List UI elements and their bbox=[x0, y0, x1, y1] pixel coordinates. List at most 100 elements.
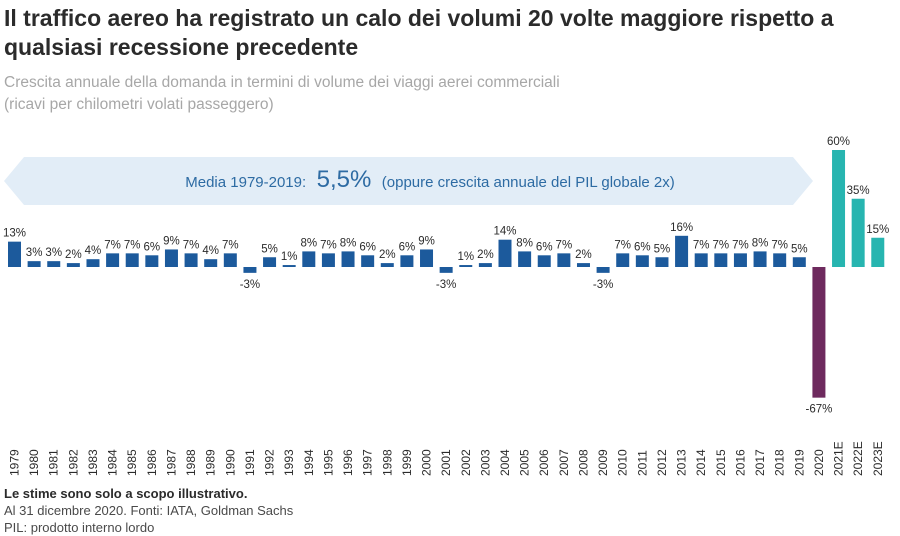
value-label-2008: 2% bbox=[575, 249, 592, 261]
value-label-1995: 7% bbox=[320, 239, 337, 251]
x-tick-label-2003: 2003 bbox=[478, 449, 492, 476]
bar-1995 bbox=[321, 253, 335, 267]
x-tick-label-1983: 1983 bbox=[86, 449, 100, 476]
bar-1983 bbox=[86, 259, 100, 267]
x-tick-label-1986: 1986 bbox=[145, 449, 159, 476]
value-label-2005: 8% bbox=[516, 237, 533, 249]
bar-2015 bbox=[714, 253, 728, 267]
bar-1989 bbox=[204, 259, 218, 267]
x-tick-label-1992: 1992 bbox=[263, 449, 277, 476]
x-tick-label-2010: 2010 bbox=[616, 449, 630, 476]
average-banner-note: (oppure crescita annuale del PIL globale… bbox=[382, 174, 675, 191]
footer: Le stime sono solo a scopo illustrativo.… bbox=[4, 485, 293, 536]
average-banner-value: 5,5% bbox=[317, 166, 372, 193]
x-tick-label-1984: 1984 bbox=[106, 449, 120, 476]
value-label-1990: 7% bbox=[222, 239, 239, 251]
value-label-2000: 9% bbox=[418, 235, 435, 247]
x-tick-label-1985: 1985 bbox=[125, 449, 139, 476]
bar-2017 bbox=[753, 251, 767, 267]
value-label-2014: 7% bbox=[693, 239, 710, 251]
bar-1981 bbox=[47, 261, 61, 267]
bars-group bbox=[8, 150, 885, 398]
value-label-2009: -3% bbox=[593, 279, 613, 291]
x-tick-label-1988: 1988 bbox=[184, 449, 198, 476]
value-label-1998: 2% bbox=[379, 249, 396, 261]
value-label-2013: 16% bbox=[670, 222, 693, 234]
x-tick-label-1999: 1999 bbox=[400, 449, 414, 476]
bar-2002 bbox=[459, 265, 473, 267]
bar-2016 bbox=[733, 253, 747, 267]
value-label-1993: 1% bbox=[281, 251, 298, 263]
x-tick-label-2017: 2017 bbox=[753, 449, 767, 476]
bar-1985 bbox=[125, 253, 139, 267]
x-tick-label-1989: 1989 bbox=[204, 449, 218, 476]
bar-2008 bbox=[576, 263, 590, 267]
value-label-1999: 6% bbox=[399, 241, 416, 253]
x-tick-label-1991: 1991 bbox=[243, 449, 257, 476]
bar-2023E bbox=[871, 237, 885, 267]
x-tick-label-2014: 2014 bbox=[694, 449, 708, 476]
x-tick-label-1987: 1987 bbox=[164, 449, 178, 476]
value-label-2016: 7% bbox=[732, 239, 749, 251]
value-label-1981: 3% bbox=[45, 247, 62, 259]
value-label-1992: 5% bbox=[261, 243, 278, 255]
bar-1990 bbox=[223, 253, 237, 267]
value-label-2012: 5% bbox=[654, 243, 671, 255]
x-tick-label-2021E: 2021E bbox=[832, 441, 846, 476]
bar-1980 bbox=[27, 261, 41, 267]
value-label-2001: -3% bbox=[436, 279, 456, 291]
value-label-2019: 5% bbox=[791, 243, 808, 255]
x-tick-label-1997: 1997 bbox=[361, 449, 375, 476]
value-label-2007: 7% bbox=[556, 239, 573, 251]
x-tick-label-2006: 2006 bbox=[537, 449, 551, 476]
bar-2012 bbox=[655, 257, 669, 267]
value-label-1991: -3% bbox=[240, 279, 260, 291]
bar-2020 bbox=[812, 267, 826, 398]
x-tick-label-1998: 1998 bbox=[380, 449, 394, 476]
bar-1997 bbox=[361, 255, 375, 267]
x-tick-label-1996: 1996 bbox=[341, 449, 355, 476]
x-tick-label-2020: 2020 bbox=[812, 449, 826, 476]
value-label-2015: 7% bbox=[713, 239, 730, 251]
bar-1982 bbox=[66, 263, 80, 267]
bar-1992 bbox=[263, 257, 277, 267]
value-label-1985: 7% bbox=[124, 239, 141, 251]
bar-2014 bbox=[694, 253, 708, 267]
x-tick-label-1995: 1995 bbox=[321, 449, 335, 476]
x-tick-label-1982: 1982 bbox=[66, 449, 80, 476]
bar-2022E bbox=[851, 198, 865, 267]
bar-2003 bbox=[478, 263, 492, 267]
x-tick-label-2011: 2011 bbox=[635, 450, 649, 476]
x-tick-label-2005: 2005 bbox=[518, 449, 532, 476]
x-tick-label-2007: 2007 bbox=[557, 449, 571, 476]
bar-2019 bbox=[792, 257, 806, 267]
bar-2007 bbox=[557, 253, 571, 267]
x-tick-label-2015: 2015 bbox=[714, 449, 728, 476]
bar-1979 bbox=[8, 241, 21, 267]
bar-2000 bbox=[420, 249, 434, 267]
value-label-1980: 3% bbox=[26, 247, 43, 259]
value-label-2003: 2% bbox=[477, 249, 494, 261]
bar-2006 bbox=[537, 255, 551, 267]
bar-1991 bbox=[243, 267, 257, 273]
bar-2013 bbox=[675, 235, 689, 267]
subtitle-line-2: (ricavi per chilometri volati passeggero… bbox=[4, 96, 274, 113]
x-tick-label-2009: 2009 bbox=[596, 449, 610, 476]
bar-2004 bbox=[498, 239, 512, 267]
x-tick-label-2023E: 2023E bbox=[871, 441, 885, 476]
bar-2005 bbox=[518, 251, 532, 267]
x-tick-label-2013: 2013 bbox=[675, 449, 689, 476]
x-tick-label-2000: 2000 bbox=[420, 449, 434, 476]
x-tick-label-1990: 1990 bbox=[223, 449, 237, 476]
x-tick-label-2022E: 2022E bbox=[851, 441, 865, 476]
x-tick-label-2002: 2002 bbox=[459, 449, 473, 476]
value-label-2002: 1% bbox=[457, 251, 474, 263]
value-label-1984: 7% bbox=[104, 239, 121, 251]
value-label-2021E: 60% bbox=[827, 136, 850, 148]
value-label-1979: 13% bbox=[3, 228, 26, 240]
bar-1984 bbox=[106, 253, 120, 267]
value-label-2023E: 15% bbox=[866, 224, 889, 236]
x-tick-label-2012: 2012 bbox=[655, 449, 669, 476]
bar-1987 bbox=[164, 249, 178, 267]
